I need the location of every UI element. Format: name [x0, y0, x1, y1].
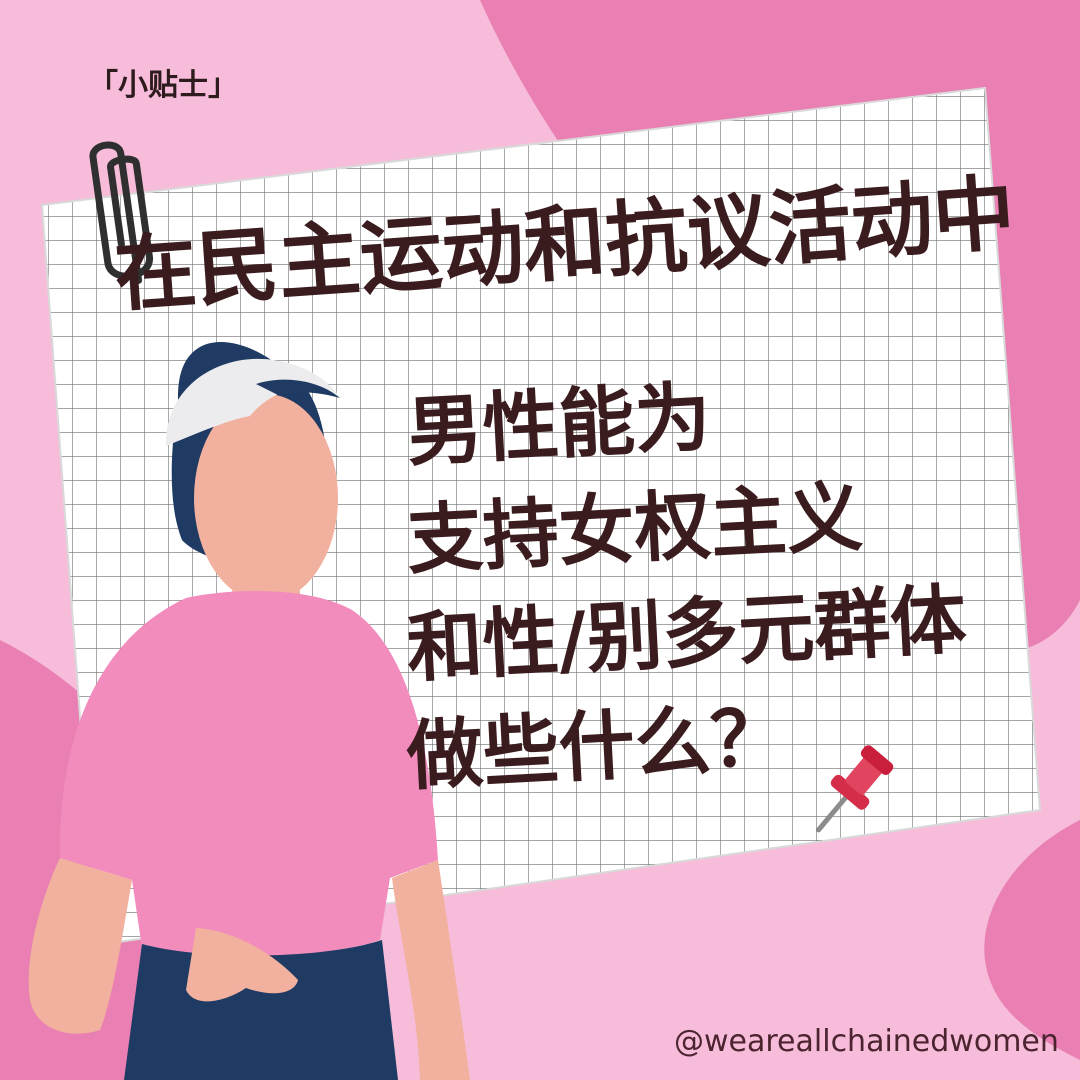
shirt	[59, 590, 439, 958]
social-handle: @weareallchainedwomen	[674, 1024, 1059, 1059]
question-line: 做些什么？	[404, 692, 789, 801]
cap-band	[256, 379, 340, 398]
paperclip-icon	[89, 141, 153, 284]
left-arm	[28, 858, 132, 1034]
face	[194, 394, 338, 602]
question-block: 男性能为 支持女权主义 和性/别多元群体 做些什么？	[404, 372, 1045, 827]
pushpin-icon	[816, 745, 894, 833]
question-line: 支持女权主义	[404, 472, 865, 585]
pink-blob-bottom-right	[984, 820, 1080, 1060]
hand-in-pocket	[186, 928, 298, 1002]
person-illustration	[28, 341, 470, 1080]
question-line: 和性/别多元群体	[404, 574, 969, 693]
tip-tag: 「小贴士」	[88, 68, 238, 103]
right-arm	[392, 860, 470, 1080]
